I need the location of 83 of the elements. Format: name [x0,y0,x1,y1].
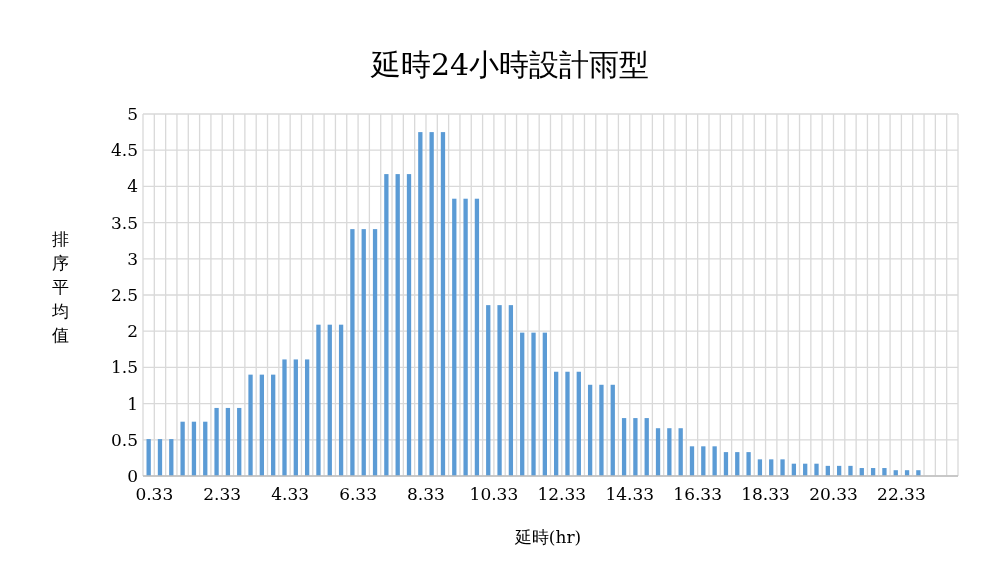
bar [237,407,242,476]
x-tick-label: 2.33 [203,484,242,504]
bar [293,359,298,476]
bar [531,332,536,476]
bar [440,132,446,476]
bar [271,374,276,476]
y-tick-label: 3 [127,248,138,269]
x-tick-label: 22.33 [877,484,926,504]
x-tick-label: 20.33 [809,484,858,504]
bar [372,229,378,476]
bar [667,428,672,476]
y-tick-label: 4.5 [110,140,138,161]
bar [814,463,819,476]
bar [406,174,412,476]
bar [316,324,321,476]
bar [384,174,389,476]
bar [508,305,514,476]
bar [780,459,785,476]
y-tick-label: 1 [127,393,138,414]
x-tick-label: 18.33 [741,484,790,504]
bar [599,384,604,476]
x-tick-label: 16.33 [673,484,722,504]
bar [554,371,559,476]
bar [452,198,457,476]
bar [214,407,219,476]
bar [225,407,231,476]
bar [191,421,197,476]
bar [361,229,366,476]
bar [146,439,151,476]
bar [746,452,751,476]
bar [882,468,887,476]
x-tick-label: 14.33 [605,484,655,504]
x-tick-label: 8.33 [407,484,445,504]
bar [203,421,208,476]
bar [542,332,547,476]
bar [350,229,355,476]
y-axis-title: 排序平均值 [50,229,69,345]
bar [644,418,649,476]
bar [169,439,174,476]
bar [655,428,661,476]
bar [689,446,695,476]
y-tick-label: 0 [127,466,138,486]
bar [474,198,480,476]
bar [304,359,310,476]
y-tick-label: 4 [127,176,138,197]
bar [338,324,344,476]
x-tick-label: 12.33 [537,484,587,504]
bar [282,359,287,476]
bar [610,384,615,476]
y-tick-label: 5 [127,104,138,124]
bar [248,374,253,476]
x-tick-label: 0.33 [135,484,174,504]
bar [520,332,525,476]
bar [157,439,163,476]
bar [587,384,593,476]
x-tick-label: 4.33 [271,484,310,504]
y-tick-label: 3.5 [110,212,138,233]
bar [395,174,400,476]
y-tick-label: 2.5 [110,285,138,305]
chart-title: 延時24小時設計雨型 [369,47,650,82]
bar [463,198,468,476]
bar [418,132,423,476]
bar [565,371,570,476]
x-axis-title: 延時(hr) [513,527,582,547]
bar [712,446,717,476]
y-tick-label: 2 [127,321,138,342]
bar [180,421,185,476]
bar [259,374,264,476]
bar [916,470,921,476]
bar [633,418,638,476]
bar [429,132,434,476]
bar [848,465,853,476]
bar [486,305,491,476]
bar [678,428,683,476]
bar [701,446,706,476]
bar [621,418,627,476]
x-tick-label: 6.33 [339,484,377,504]
bar [576,371,581,476]
y-tick-label: 1.5 [110,357,138,378]
y-tick-label: 0.5 [110,429,138,450]
bar [327,324,332,476]
x-tick-label: 10.33 [469,484,519,504]
bar [497,305,502,476]
